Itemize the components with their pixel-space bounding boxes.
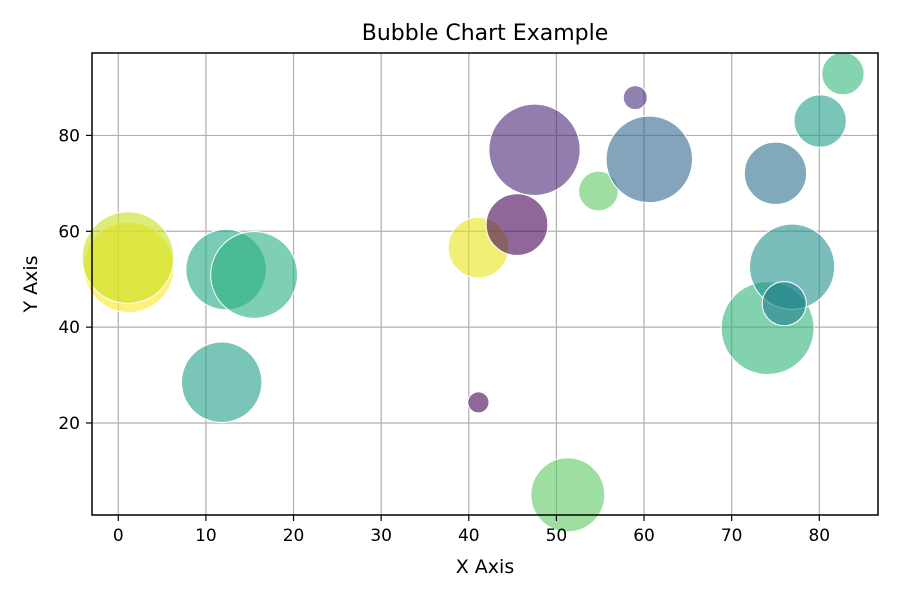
bubble-point (793, 94, 847, 148)
bubble-point (743, 141, 808, 205)
x-axis-label: X Axis (456, 556, 514, 578)
x-tick-label: 20 (283, 526, 305, 546)
x-tick-label: 50 (546, 526, 568, 546)
x-tick-label: 10 (195, 526, 217, 546)
bubble-point (180, 341, 263, 423)
bubble-point (605, 115, 694, 204)
bubble-point (488, 103, 581, 196)
bubble-point (761, 281, 807, 327)
bubble-layer (81, 51, 865, 533)
chart-title: Bubble Chart Example (362, 21, 609, 46)
tick-layer: 0 10 20 30 40 50 60 70 80 20 40 60 80 (58, 126, 830, 546)
y-tick-label: 80 (58, 126, 80, 146)
bubble-point (81, 211, 175, 304)
bubble-point (622, 85, 648, 111)
x-tick-label: 70 (721, 526, 743, 546)
bubble-point (530, 457, 606, 533)
bubble-point (821, 51, 865, 96)
x-tick-label: 30 (370, 526, 392, 546)
y-tick-label: 40 (58, 318, 80, 338)
bubble-point (467, 391, 490, 414)
y-tick-label: 60 (58, 222, 80, 242)
y-tick-label: 20 (58, 414, 80, 434)
x-tick-label: 0 (113, 526, 124, 546)
bubble-point (578, 170, 619, 212)
bubble-point (210, 230, 299, 319)
plot-frame (91, 52, 879, 516)
x-tick-label: 80 (808, 526, 830, 546)
x-tick-label: 40 (458, 526, 480, 546)
bubble-point (485, 193, 549, 256)
y-axis-label: Y Axis (20, 255, 42, 313)
x-tick-label: 60 (633, 526, 655, 546)
